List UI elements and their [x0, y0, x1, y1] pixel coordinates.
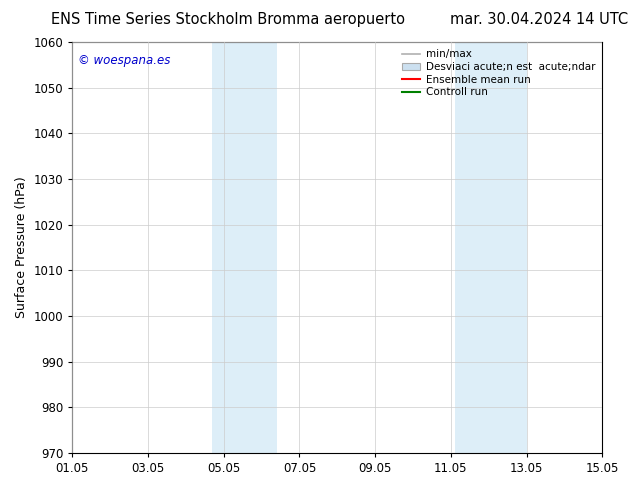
Bar	[212, 42, 277, 453]
Text: mar. 30.04.2024 14 UTC: mar. 30.04.2024 14 UTC	[450, 12, 628, 27]
Legend: min/max, Desviaci acute;n est  acute;ndar, Ensemble mean run, Controll run: min/max, Desviaci acute;n est acute;ndar…	[399, 47, 597, 99]
Text: ENS Time Series Stockholm Bromma aeropuerto: ENS Time Series Stockholm Bromma aeropue…	[51, 12, 404, 27]
Text: © woespana.es: © woespana.es	[77, 54, 170, 68]
Y-axis label: Surface Pressure (hPa): Surface Pressure (hPa)	[15, 176, 28, 318]
Bar	[455, 42, 527, 453]
